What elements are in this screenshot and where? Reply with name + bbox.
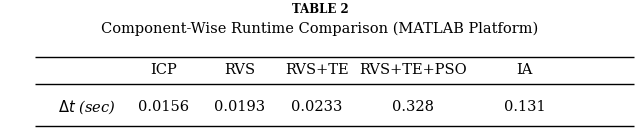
Text: TABLE 2: TABLE 2 [292, 3, 348, 16]
Text: Component-Wise Runtime Comparison (MATLAB Platform): Component-Wise Runtime Comparison (MATLA… [101, 22, 539, 36]
Text: IA: IA [516, 63, 533, 78]
Text: ICP: ICP [150, 63, 177, 78]
Text: 0.328: 0.328 [392, 100, 434, 114]
Text: $\Delta t$ (sec): $\Delta t$ (sec) [58, 98, 115, 116]
Text: 0.131: 0.131 [504, 100, 546, 114]
Text: 0.0193: 0.0193 [214, 100, 266, 114]
Text: RVS: RVS [225, 63, 255, 78]
Text: RVS+TE: RVS+TE [285, 63, 349, 78]
Text: 0.0156: 0.0156 [138, 100, 189, 114]
Text: RVS+TE+PSO: RVS+TE+PSO [359, 63, 467, 78]
Text: 0.0233: 0.0233 [291, 100, 342, 114]
